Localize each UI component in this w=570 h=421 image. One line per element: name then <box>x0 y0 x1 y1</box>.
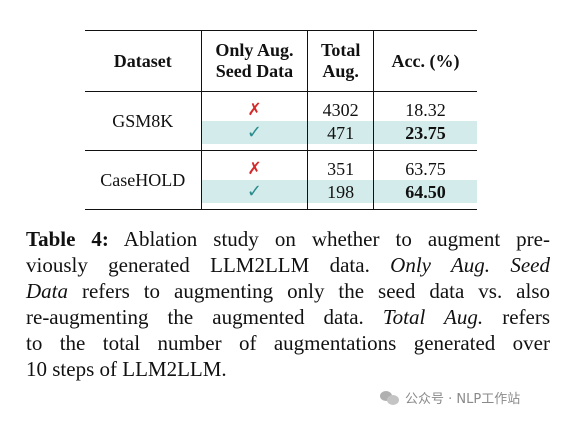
dataset-cell: CaseHOLD <box>100 170 186 190</box>
wechat-icon <box>380 390 400 406</box>
only-aug-cell: ✓ <box>200 121 308 144</box>
caption-line: Table 4: Ablation study on whether to au… <box>26 227 550 251</box>
caption-line: viously generated LLM2LLM data. Only Aug… <box>26 253 550 277</box>
header-total-line1: Total <box>321 40 361 60</box>
cross-icon: ✗ <box>247 159 262 179</box>
table-row: CaseHOLD ✗ 351 63.75 <box>85 157 477 190</box>
only-aug-cell: ✗ <box>200 157 308 180</box>
header-only-aug-line2: Seed Data <box>215 61 294 81</box>
table-row: GSM8K ✗ 4302 18.32 <box>85 98 477 131</box>
table-row: ✓ 198 64.50 <box>85 180 477 203</box>
caption-label: Table 4: <box>26 227 109 251</box>
check-icon: ✓ <box>246 122 262 143</box>
watermark-text: 公众号 · NLP工作站 <box>405 392 521 407</box>
only-aug-cell: ✗ <box>200 98 308 121</box>
only-aug-cell: ✓ <box>200 180 308 203</box>
total-aug-cell: 351 <box>307 157 374 180</box>
caption-line: Data refers to augmenting only the seed … <box>26 279 550 303</box>
caption-line: re-augmenting the augmented data. Total … <box>26 305 551 329</box>
header-only-aug-seed-data: Only Aug. Seed Data <box>200 30 308 92</box>
header-total-line2: Aug. <box>322 61 359 81</box>
header-only-aug-line1: Only Aug. <box>215 40 294 60</box>
header-dataset: Dataset <box>85 30 201 92</box>
total-aug-cell: 471 <box>307 121 374 144</box>
caption-line: to the total number of augmentations gen… <box>26 331 550 355</box>
total-aug-cell: 4302 <box>307 98 374 121</box>
acc-cell: 64.50 <box>372 180 477 203</box>
cross-icon: ✗ <box>247 100 262 120</box>
caption-line: 10 steps of LLM2LLM. <box>26 357 227 381</box>
results-table-container: Dataset Only Aug. Seed Data Total Aug. A… <box>85 30 477 210</box>
acc-cell: 18.32 <box>372 98 477 121</box>
table-row: ✓ 471 23.75 <box>85 121 477 144</box>
header-total-aug: Total Aug. <box>307 30 374 92</box>
table-header-row: Dataset Only Aug. Seed Data Total Aug. A… <box>85 30 477 92</box>
watermark: 公众号 · NLP工作站 <box>380 388 520 407</box>
acc-cell: 63.75 <box>372 157 477 180</box>
total-aug-cell: 198 <box>307 180 374 203</box>
table-caption: Table 4: Ablation study on whether to au… <box>26 226 550 382</box>
check-icon: ✓ <box>246 181 262 202</box>
ablation-table: Dataset Only Aug. Seed Data Total Aug. A… <box>85 30 477 210</box>
header-acc: Acc. (%) <box>372 30 477 92</box>
dataset-cell: GSM8K <box>112 111 174 131</box>
acc-cell: 23.75 <box>372 121 477 144</box>
